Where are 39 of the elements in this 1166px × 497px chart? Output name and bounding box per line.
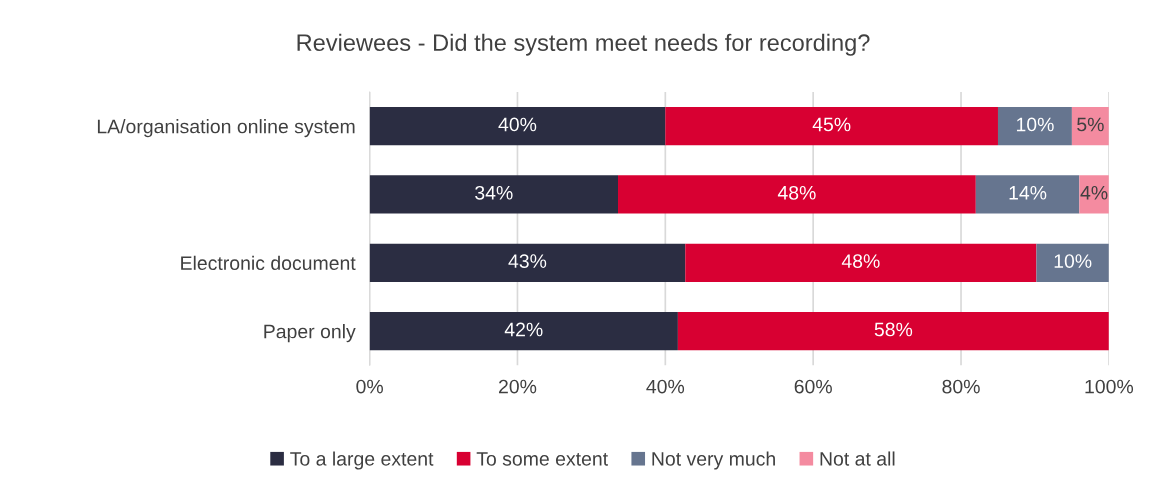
bar — [369, 243, 686, 282]
chart-title: Reviewees - Did the system meet needs for recording? — [297, 33, 870, 56]
data-label: 14% — [1009, 185, 1047, 200]
bar — [677, 311, 1109, 351]
y-tick-label: LA/organisation online system — [97, 119, 355, 138]
x-tick-label: 60% — [794, 379, 832, 394]
bar — [369, 311, 678, 351]
y-tick-label: Electronic document — [181, 255, 356, 271]
legend-label: Not at all — [820, 451, 895, 466]
data-label: 48% — [777, 185, 816, 200]
data-label: 10% — [1054, 254, 1092, 269]
data-label: 48% — [841, 254, 880, 269]
data-label: 40% — [498, 117, 537, 132]
y-tick-label: Paper only — [264, 324, 356, 343]
x-tick-label: 100% — [1085, 379, 1134, 394]
bar — [369, 106, 666, 146]
legend-label: Not very much — [652, 451, 775, 470]
data-label: 42% — [504, 322, 543, 337]
bar — [1036, 243, 1109, 282]
data-label: 45% — [812, 117, 851, 132]
data-label: 43% — [508, 254, 547, 269]
bar — [369, 175, 619, 214]
x-tick-label: 40% — [646, 379, 685, 394]
data-label: 58% — [874, 322, 913, 337]
legend-label: To a large extent — [290, 451, 434, 470]
data-label: 4% — [1080, 185, 1108, 200]
bar — [618, 175, 976, 214]
data-label: 34% — [475, 185, 513, 200]
data-label: 10% — [1016, 117, 1054, 132]
bar — [1079, 175, 1109, 214]
bar — [665, 106, 998, 146]
x-tick-label: 20% — [498, 379, 537, 394]
data-label: 5% — [1077, 117, 1104, 132]
bar — [997, 106, 1072, 146]
bar — [975, 175, 1080, 214]
x-tick-label: 0% — [356, 379, 383, 394]
x-tick-label: 80% — [942, 379, 980, 394]
legend-label: To some extent — [476, 452, 608, 466]
bar — [685, 243, 1037, 282]
